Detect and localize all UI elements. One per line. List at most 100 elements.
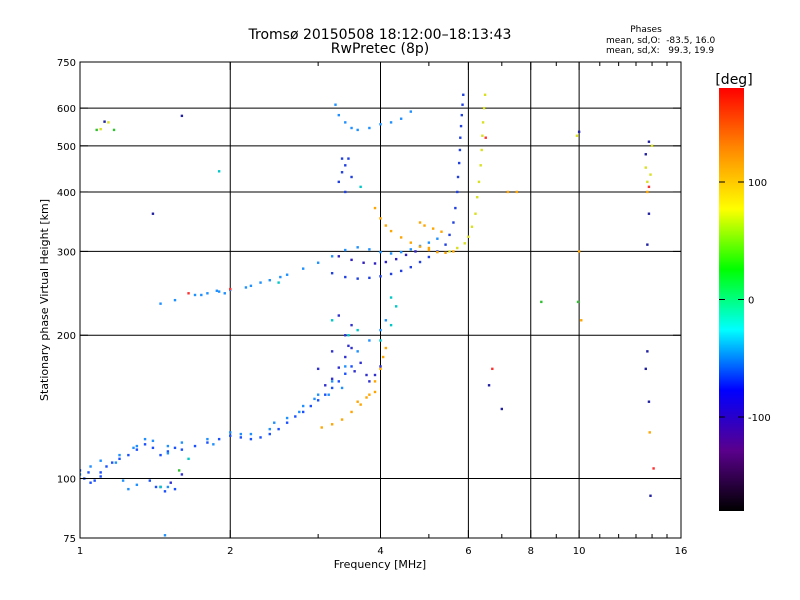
data-point <box>277 427 280 431</box>
data-point <box>330 377 334 380</box>
data-point <box>103 120 106 123</box>
data-point <box>644 166 647 169</box>
data-point <box>368 126 371 130</box>
data-point <box>344 334 347 337</box>
data-point <box>330 350 334 353</box>
data-point <box>105 465 108 468</box>
data-point <box>99 459 102 462</box>
data-point <box>87 471 90 474</box>
data-point <box>285 416 289 420</box>
y-tick-label: 500 <box>57 142 76 153</box>
data-point <box>359 185 362 189</box>
colorbar-tick-label: 0 <box>748 296 754 307</box>
data-point <box>344 275 347 279</box>
data-point <box>148 479 152 482</box>
data-point <box>154 485 158 489</box>
data-point <box>379 339 382 342</box>
data-point <box>647 185 651 189</box>
data-point <box>404 253 408 257</box>
data-point <box>187 457 190 461</box>
data-point <box>427 248 431 252</box>
data-point <box>418 221 422 224</box>
data-point <box>399 250 403 254</box>
colorbar-label: [deg] <box>715 72 752 88</box>
data-point <box>418 245 422 248</box>
data-point <box>368 276 371 280</box>
data-point <box>166 444 170 448</box>
data-point <box>107 121 110 124</box>
data-point <box>268 432 271 436</box>
data-point <box>347 157 350 160</box>
phase-stats-x: mean, sd,X: 99.3, 19.9 <box>606 46 714 56</box>
data-point <box>212 443 215 446</box>
data-point <box>93 479 96 482</box>
data-point <box>135 444 139 448</box>
data-point <box>575 134 579 137</box>
data-point <box>159 453 162 457</box>
data-point <box>481 121 485 124</box>
data-point <box>324 393 327 396</box>
data-point <box>476 195 479 199</box>
data-point <box>379 250 382 254</box>
data-point <box>151 439 155 443</box>
data-points <box>80 93 655 537</box>
data-point <box>121 479 125 482</box>
data-point <box>316 367 320 371</box>
data-point <box>647 140 651 143</box>
data-point <box>337 255 341 258</box>
data-point <box>647 400 651 403</box>
data-point <box>347 334 350 337</box>
data-point <box>379 123 382 126</box>
data-point <box>166 485 170 489</box>
data-point <box>487 384 491 387</box>
data-point <box>173 446 177 450</box>
data-point <box>373 373 377 377</box>
data-point <box>409 110 412 113</box>
data-point <box>249 437 253 441</box>
data-point <box>334 103 337 106</box>
data-point <box>151 212 155 215</box>
data-point <box>350 126 353 130</box>
data-point <box>180 448 184 451</box>
data-point <box>127 453 130 457</box>
data-point <box>239 432 243 436</box>
chart-subtitle: RwPretec (8p) <box>331 41 429 57</box>
data-point <box>459 124 463 128</box>
data-point <box>350 365 353 368</box>
data-point <box>324 384 327 387</box>
data-point <box>506 190 510 194</box>
data-point <box>409 248 412 251</box>
data-point <box>389 323 393 327</box>
data-point <box>427 255 431 259</box>
data-point <box>180 114 184 118</box>
data-point <box>316 261 320 264</box>
data-point <box>285 273 289 276</box>
data-point <box>491 367 494 371</box>
data-point <box>470 225 474 228</box>
y-tick-label: 600 <box>57 104 76 115</box>
data-point <box>389 229 393 233</box>
data-point <box>577 130 581 134</box>
data-point <box>646 190 649 194</box>
data-point <box>193 293 197 297</box>
data-point <box>132 446 135 450</box>
data-point <box>479 164 482 167</box>
data-point <box>454 206 457 210</box>
data-point <box>399 269 403 273</box>
data-point <box>431 227 435 230</box>
data-point <box>359 361 362 365</box>
data-point <box>316 399 320 402</box>
data-point <box>99 127 102 131</box>
data-point <box>159 302 162 305</box>
data-point <box>159 485 162 489</box>
y-axis-label: Stationary phase Virtual Height [km] <box>38 199 51 401</box>
data-point <box>268 279 271 282</box>
data-point <box>327 393 330 396</box>
data-point <box>580 319 583 322</box>
data-point <box>577 250 581 253</box>
data-point <box>452 250 455 253</box>
data-point <box>576 300 580 304</box>
data-point <box>114 461 118 464</box>
data-point <box>644 153 647 156</box>
data-point <box>229 434 232 437</box>
